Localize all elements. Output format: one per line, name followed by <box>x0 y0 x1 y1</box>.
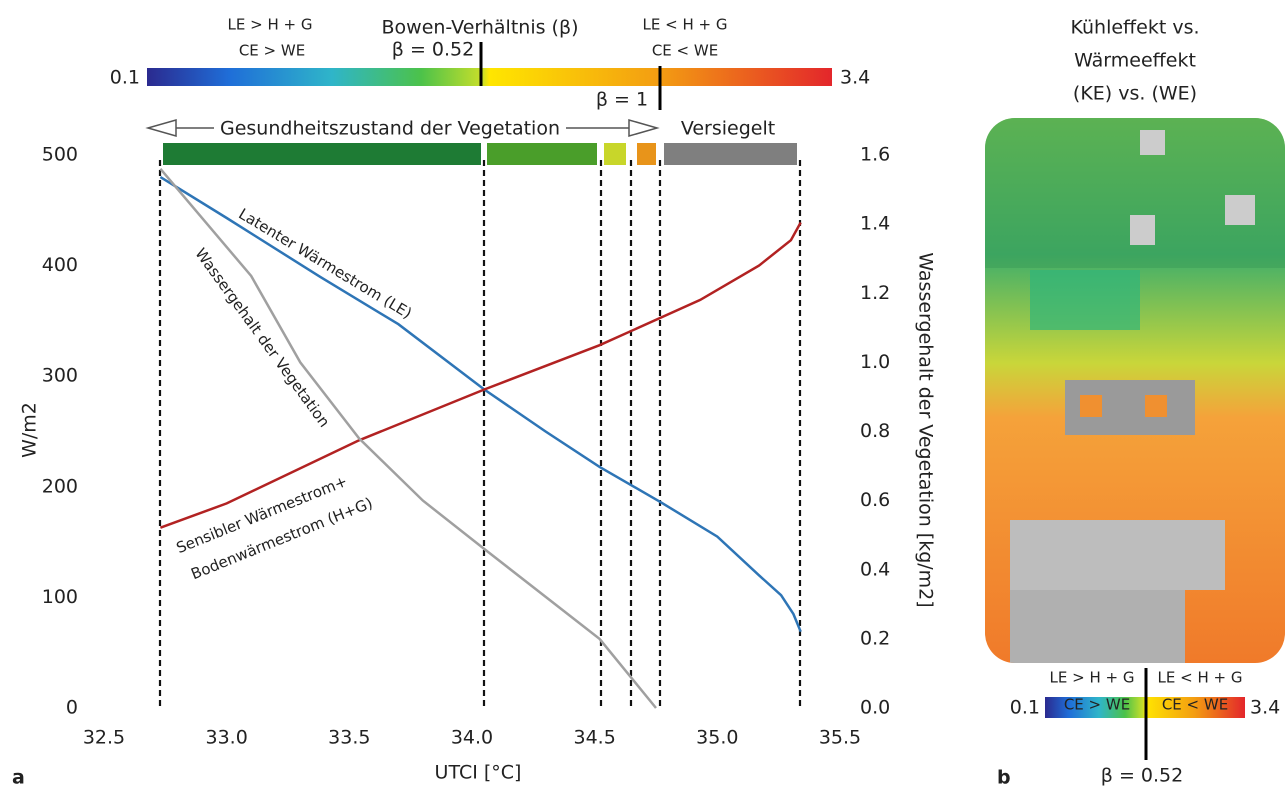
sealed-label: Versiegelt <box>681 118 775 140</box>
colorbar-min: 0.1 <box>110 67 140 89</box>
series-line <box>160 223 800 528</box>
figure: 0.1 3.4 Bowen-Verhältnis (β) LE > H + G … <box>0 0 1285 791</box>
map-marker-label: β = 0.52 <box>1101 765 1183 787</box>
map-title: (KE) vs. (WE) <box>1073 83 1197 105</box>
y2-tick-label: 0.8 <box>860 420 890 442</box>
colorbar-note: CE < WE <box>652 42 718 60</box>
y2-tick-label: 1.4 <box>860 213 890 235</box>
map-image <box>985 118 1285 663</box>
map-colorbar-min: 0.1 <box>1010 697 1040 719</box>
annotation: Latenter Wärmestrom (LE) <box>235 205 415 323</box>
map-note: CE > WE <box>1064 696 1130 714</box>
y2-tick-label: 1.6 <box>860 144 890 166</box>
y-tick-label: 300 <box>42 365 78 387</box>
map-note: LE < H + G <box>1158 669 1243 687</box>
x-tick-label: 33.5 <box>328 727 370 749</box>
status-bar <box>664 143 797 165</box>
status-bar <box>604 143 626 165</box>
x-tick-label: 35.0 <box>696 727 738 749</box>
map-colorbar-max: 3.4 <box>1250 697 1280 719</box>
y-tick-label: 500 <box>42 144 78 166</box>
y2-tick-label: 1.0 <box>860 351 890 373</box>
colorbar-note: CE > WE <box>239 42 305 60</box>
map-title: Kühleffekt vs. <box>1070 17 1199 39</box>
series-line <box>160 177 800 632</box>
y2-tick-label: 1.2 <box>860 282 890 304</box>
y-tick-label: 0 <box>66 697 78 719</box>
x-tick-label: 32.5 <box>83 727 125 749</box>
map-title: Wärmeeffekt <box>1074 50 1196 72</box>
y2-tick-label: 0.0 <box>860 697 890 719</box>
vegetation-label: Gesundheitszustand der Vegetation <box>220 118 560 140</box>
colorbar-marker-label: β = 1 <box>596 89 648 111</box>
y-tick-label: 100 <box>42 586 78 608</box>
map-note: CE < WE <box>1162 696 1228 714</box>
y2-tick-label: 0.2 <box>860 627 890 649</box>
status-bar <box>163 143 481 165</box>
series-line <box>160 169 656 708</box>
colorbar-note: LE > H + G <box>228 16 313 34</box>
x-axis-title: UTCI [°C] <box>435 762 522 784</box>
plot: 32.5 33.0 33.5 34.0 34.5 35.0 35.5 0 100 200 300 40… <box>42 144 890 749</box>
colorbar-max: 3.4 <box>840 67 870 89</box>
y-axis-title: W/m2 <box>19 402 41 458</box>
y2-tick-label: 0.4 <box>860 558 890 580</box>
y2-axis-title: Wassergehalt der Vegetation [kg/m2] <box>915 252 937 607</box>
colorbar-note: LE < H + G <box>643 16 728 34</box>
x-tick-label: 33.0 <box>206 727 248 749</box>
separators <box>160 160 800 708</box>
arrow-head <box>148 120 176 136</box>
y2-tick-label: 0.6 <box>860 489 890 511</box>
status-bar <box>487 143 597 165</box>
panel-label: a <box>12 767 25 789</box>
x-tick-label: 34.0 <box>451 727 493 749</box>
x-tick-label: 35.5 <box>819 727 861 749</box>
y-tick-label: 400 <box>42 254 78 276</box>
panel-label: b <box>997 767 1011 789</box>
arrow-head <box>629 120 657 136</box>
status-bar <box>637 143 656 165</box>
y-tick-label: 200 <box>42 475 78 497</box>
x-tick-label: 34.5 <box>574 727 616 749</box>
colorbar-marker-label: β = 0.52 <box>392 39 474 61</box>
colorbar-title: Bowen-Verhältnis (β) <box>382 17 579 39</box>
map-note: LE > H + G <box>1050 669 1135 687</box>
bowen-colorbar <box>147 68 832 86</box>
